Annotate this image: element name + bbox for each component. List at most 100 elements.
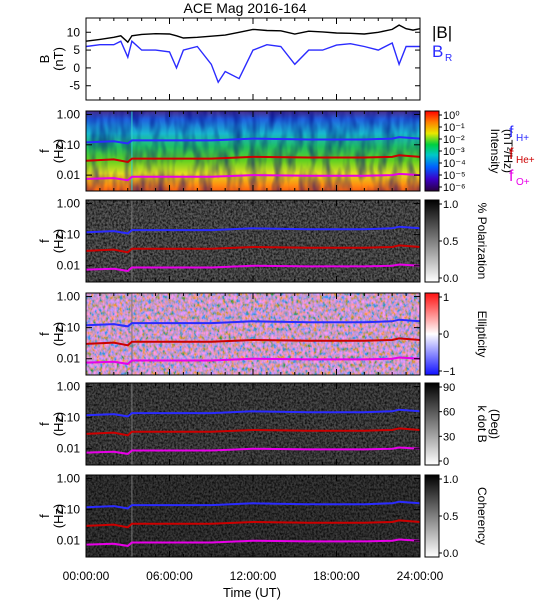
y-tick-label: 1.00 [57, 107, 81, 121]
x-tick-label: 00:00:00 [63, 569, 110, 583]
panel-6: 1.00 0.10 0.01 1.0 0.5 0.0 Coherency f (Hz) [37, 472, 489, 560]
colorbar-label: Coherency [475, 487, 489, 545]
legend-entry: |B| [432, 23, 452, 42]
cyclotron-line-fh [85, 500, 421, 510]
colorbar-label: Intensity [488, 129, 502, 174]
cyclotron-line-fo [85, 356, 421, 365]
y-tick-label: 1.00 [57, 197, 81, 211]
y-axis-unit: (nT) [51, 47, 66, 71]
colorbar-tick-label: 1 [443, 292, 449, 304]
y-tick-label: 1.00 [57, 380, 81, 394]
colorbar-label: % Polarization [475, 203, 489, 280]
spectrogram-texture [86, 475, 420, 557]
spectrogram-texture [86, 383, 420, 465]
cyclotron-line-fhe [85, 519, 421, 529]
colorbar-gradient [424, 382, 440, 466]
y-tick-label: 0.01 [57, 168, 81, 182]
figure-title: ACE Mag 2016-164 [184, 0, 307, 16]
plot-frame [85, 199, 421, 283]
y-tick-label: 0.01 [57, 534, 81, 548]
colorbar-gradient [424, 110, 440, 192]
y-axis-label: B [37, 55, 52, 64]
x-tick-label: 18:00:00 [313, 569, 360, 583]
colorbar-gradient [424, 292, 440, 376]
colorbar-tick-label: −1 [443, 366, 456, 378]
y-axis-label: f [37, 332, 52, 336]
cyclotron-line-fh [85, 225, 421, 235]
legend-subscript: O+ [516, 177, 530, 188]
colorbar-tick-label: 0 [443, 329, 449, 341]
legend-entry: B [432, 42, 443, 61]
colorbar-tick-label: 0.0 [443, 548, 458, 560]
legend-subscript: H+ [516, 133, 529, 144]
colorbar-tick-label: 30 [443, 431, 455, 443]
x-tick-label: 06:00:00 [146, 569, 193, 583]
legend-entry: f [509, 168, 514, 185]
y-tick-label: 0.10 [57, 503, 81, 517]
cyclotron-line-fo [85, 172, 421, 182]
plot-frame [85, 110, 421, 192]
y-tick-label: 0.10 [57, 228, 81, 242]
x-tick-label: 12:00:00 [230, 569, 277, 583]
colorbar-tick-label: 10⁻¹ [443, 122, 465, 134]
spectrogram-texture [86, 111, 420, 191]
y-tick-label: 0 [73, 61, 80, 75]
colorbar-gradient [424, 474, 440, 558]
y-axis-unit: (Hz) [51, 412, 66, 437]
colorbar-tick-label: 0 [443, 456, 449, 468]
spectrogram-texture [86, 200, 420, 282]
legend-entry: f [509, 124, 514, 141]
y-tick-label: 0.01 [57, 259, 81, 273]
series-line-br [85, 39, 420, 84]
y-tick-label: 5 [73, 43, 80, 57]
legend-subscript: He+ [516, 155, 535, 166]
x-axis-label: Time (UT) [223, 585, 281, 600]
cyclotron-line-fo [85, 538, 421, 547]
cyclotron-line-fhe [85, 154, 421, 164]
legend: f H+f He+f O+ [509, 124, 535, 188]
colorbar-tick-label: 10⁻³ [443, 146, 465, 158]
cyclotron-line-fh [85, 318, 421, 328]
y-axis-label: f [37, 239, 52, 243]
y-axis-unit: (Hz) [51, 322, 66, 347]
y-tick-label: 1.00 [57, 290, 81, 304]
y-tick-label: 0.10 [57, 138, 81, 152]
panel-4: 1.00 0.10 0.01 1 0 −1 Ellipticity f (Hz) [37, 290, 489, 378]
colorbar-unit: (Deg) [488, 409, 502, 439]
cyclotron-line-fh [85, 408, 421, 418]
y-axis-unit: (Hz) [51, 139, 66, 164]
legend: |B|B R [432, 23, 452, 64]
series-line-b [85, 24, 421, 44]
colorbar-tick-label: 0.5 [443, 236, 458, 248]
colorbar-tick-label: 10⁻⁶ [443, 182, 466, 194]
legend-entry: f [509, 146, 514, 163]
colorbar-tick-label: 0.5 [443, 511, 458, 523]
y-tick-label: 0.10 [57, 411, 81, 425]
colorbar-label: Ellipticity [475, 311, 489, 358]
y-axis-label: f [37, 514, 52, 518]
panel-3: 1.00 0.10 0.01 1.0 0.5 0.0 % Polarization f (Hz) [37, 197, 489, 285]
panel-5: 1.00 0.10 0.01 90 60 30 0 k dot B (Deg) f (Hz) [37, 380, 502, 468]
colorbar-unit: (nT²/Hz) [501, 129, 515, 173]
plot-frame [85, 474, 421, 558]
y-axis-label: f [37, 149, 52, 153]
y-axis-label: f [37, 422, 52, 426]
colorbar-tick-label: 10⁻⁵ [443, 170, 466, 182]
colorbar-tick-label: 0.0 [443, 273, 458, 285]
plot-frame [85, 17, 421, 101]
colorbar-tick-label: 1.0 [443, 199, 458, 211]
colorbar-tick-label: 1.0 [443, 474, 458, 486]
colorbar-tick-label: 60 [443, 407, 455, 419]
plot-area [86, 18, 420, 100]
legend-subscript: R [445, 53, 452, 64]
cyclotron-line-fo [85, 263, 421, 272]
colorbar: 90 60 30 0 k dot B (Deg) [424, 382, 502, 468]
colorbar-gradient [424, 199, 440, 283]
colorbar: 1 0 −1 Ellipticity [424, 292, 489, 378]
x-tick-labels: 00:00:00 06:00:00 12:00:00 18:00:00 24:00:00 [63, 569, 444, 583]
y-tick-label: 0.01 [57, 352, 81, 366]
